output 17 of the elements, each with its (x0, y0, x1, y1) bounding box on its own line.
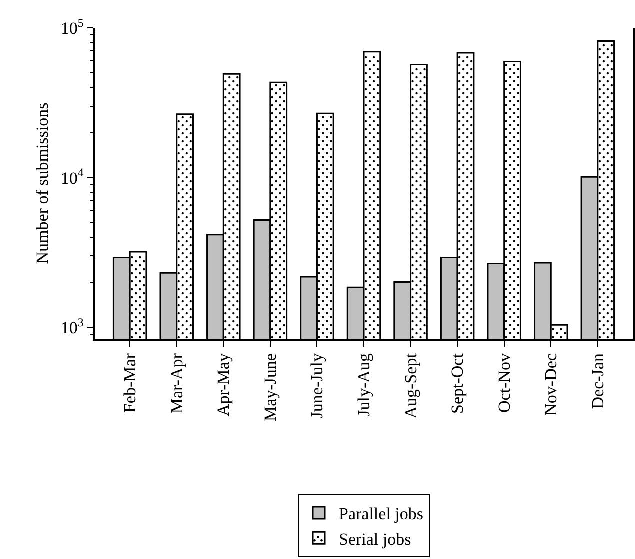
y-axis-title: Number of submissions (32, 102, 52, 264)
y-tick-label: 10$^{4}$ (60, 166, 84, 188)
x-tick-label: Mar-Apr (167, 353, 186, 414)
x-tick-label: Nov-Dec (542, 353, 561, 416)
y-tick-label: 10$^{3}$ (60, 315, 84, 338)
x-tick-label: June-July (308, 353, 327, 419)
x-tick-label: Apr-May (214, 353, 234, 416)
legend-label: Serial jobs (339, 530, 412, 549)
x-tick-label: Feb-Mar (120, 353, 140, 414)
y-tick-label: 10$^{5}$ (60, 16, 84, 38)
x-tick-label: Sept-Oct (448, 353, 468, 414)
x-tick-label: July-Aug (354, 353, 374, 417)
legend-label: Parallel jobs (339, 504, 424, 524)
x-tick-label: May-June (260, 354, 280, 422)
x-tick-label: Oct-Nov (494, 353, 514, 414)
x-tick-label: Aug-Sept (401, 353, 420, 419)
x-tick-label: Dec-Jan (588, 353, 608, 410)
